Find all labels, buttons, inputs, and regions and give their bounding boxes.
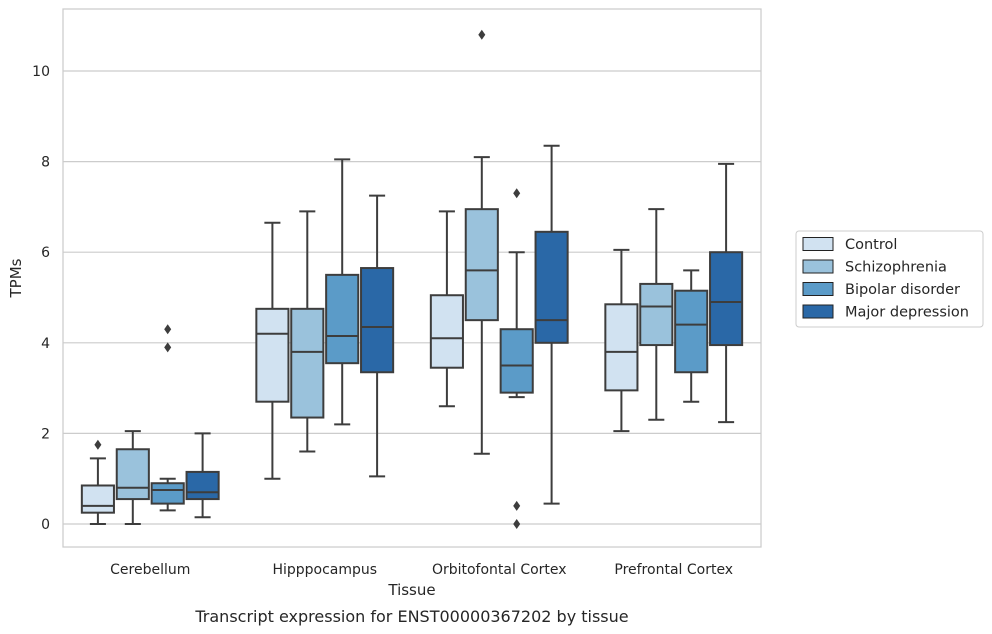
legend-swatch [802,259,834,274]
box [80,484,115,514]
box [255,307,290,403]
y-axis-label: TPMs [7,258,25,298]
box [499,328,534,394]
legend-label: Schizophrenia [845,260,947,276]
outlier-point [513,188,521,199]
y-tick-label: 0 [41,517,50,533]
box-group [80,439,115,525]
box [360,267,395,374]
outlier-point [94,439,102,450]
legend-swatch [802,304,834,319]
box [709,251,744,347]
box-group [709,162,744,424]
legend-swatch [802,282,834,296]
box [115,448,150,501]
box-group [360,194,395,478]
grid-lines [63,70,761,525]
outlier-point [164,324,172,335]
outlier-point [513,500,521,511]
box [464,208,499,322]
y-axis-ticks: 0 2 4 6 8 10 [32,64,50,533]
box-group [185,432,220,519]
box-group [325,158,360,426]
y-tick-label: 2 [41,426,50,442]
plot-frame [62,8,762,548]
box-group [255,221,290,480]
outlier-point [513,519,521,529]
x-tick-label: Prefrontal Cortex [614,562,733,578]
y-tick-label: 10 [32,64,50,80]
legend-swatch [802,237,834,251]
outlier-point [164,342,172,353]
legend-label: Bipolar disorder [845,282,960,298]
box-series [80,29,744,529]
legend-label: Major depression [845,305,969,321]
outlier-point [478,29,486,40]
box [325,273,360,365]
box-group [464,29,499,455]
box [639,282,674,347]
x-tick-label: Cerebellum [110,562,190,578]
box-group [429,210,464,408]
box [185,470,220,501]
box [150,482,185,505]
legend-frame [795,230,984,328]
box [290,307,325,419]
y-tick-label: 6 [41,245,50,261]
box-group [534,144,569,505]
box-group [115,430,150,525]
x-axis-label: Tissue [387,581,435,599]
box-group [290,210,325,453]
box [534,230,569,344]
box [674,289,709,374]
y-tick-label: 8 [41,155,50,171]
box-group [150,324,185,512]
box [429,294,464,369]
box-group [499,188,534,529]
box-group [639,208,674,421]
legend: Control Schizophrenia Bipolar disorder Majo… [795,230,984,328]
box-group [674,269,709,403]
box-group [604,248,639,433]
x-axis-ticks: Cerebellum Hipppocampus Orbitofontal Corte… [110,562,733,578]
chart-caption: Transcript expression for ENST0000036720… [194,607,628,626]
x-tick-label: Hipppocampus [272,562,377,578]
legend-label: Control [845,237,897,253]
box [604,303,639,392]
x-tick-label: Orbitofontal Cortex [432,562,567,578]
y-tick-label: 4 [41,336,50,352]
